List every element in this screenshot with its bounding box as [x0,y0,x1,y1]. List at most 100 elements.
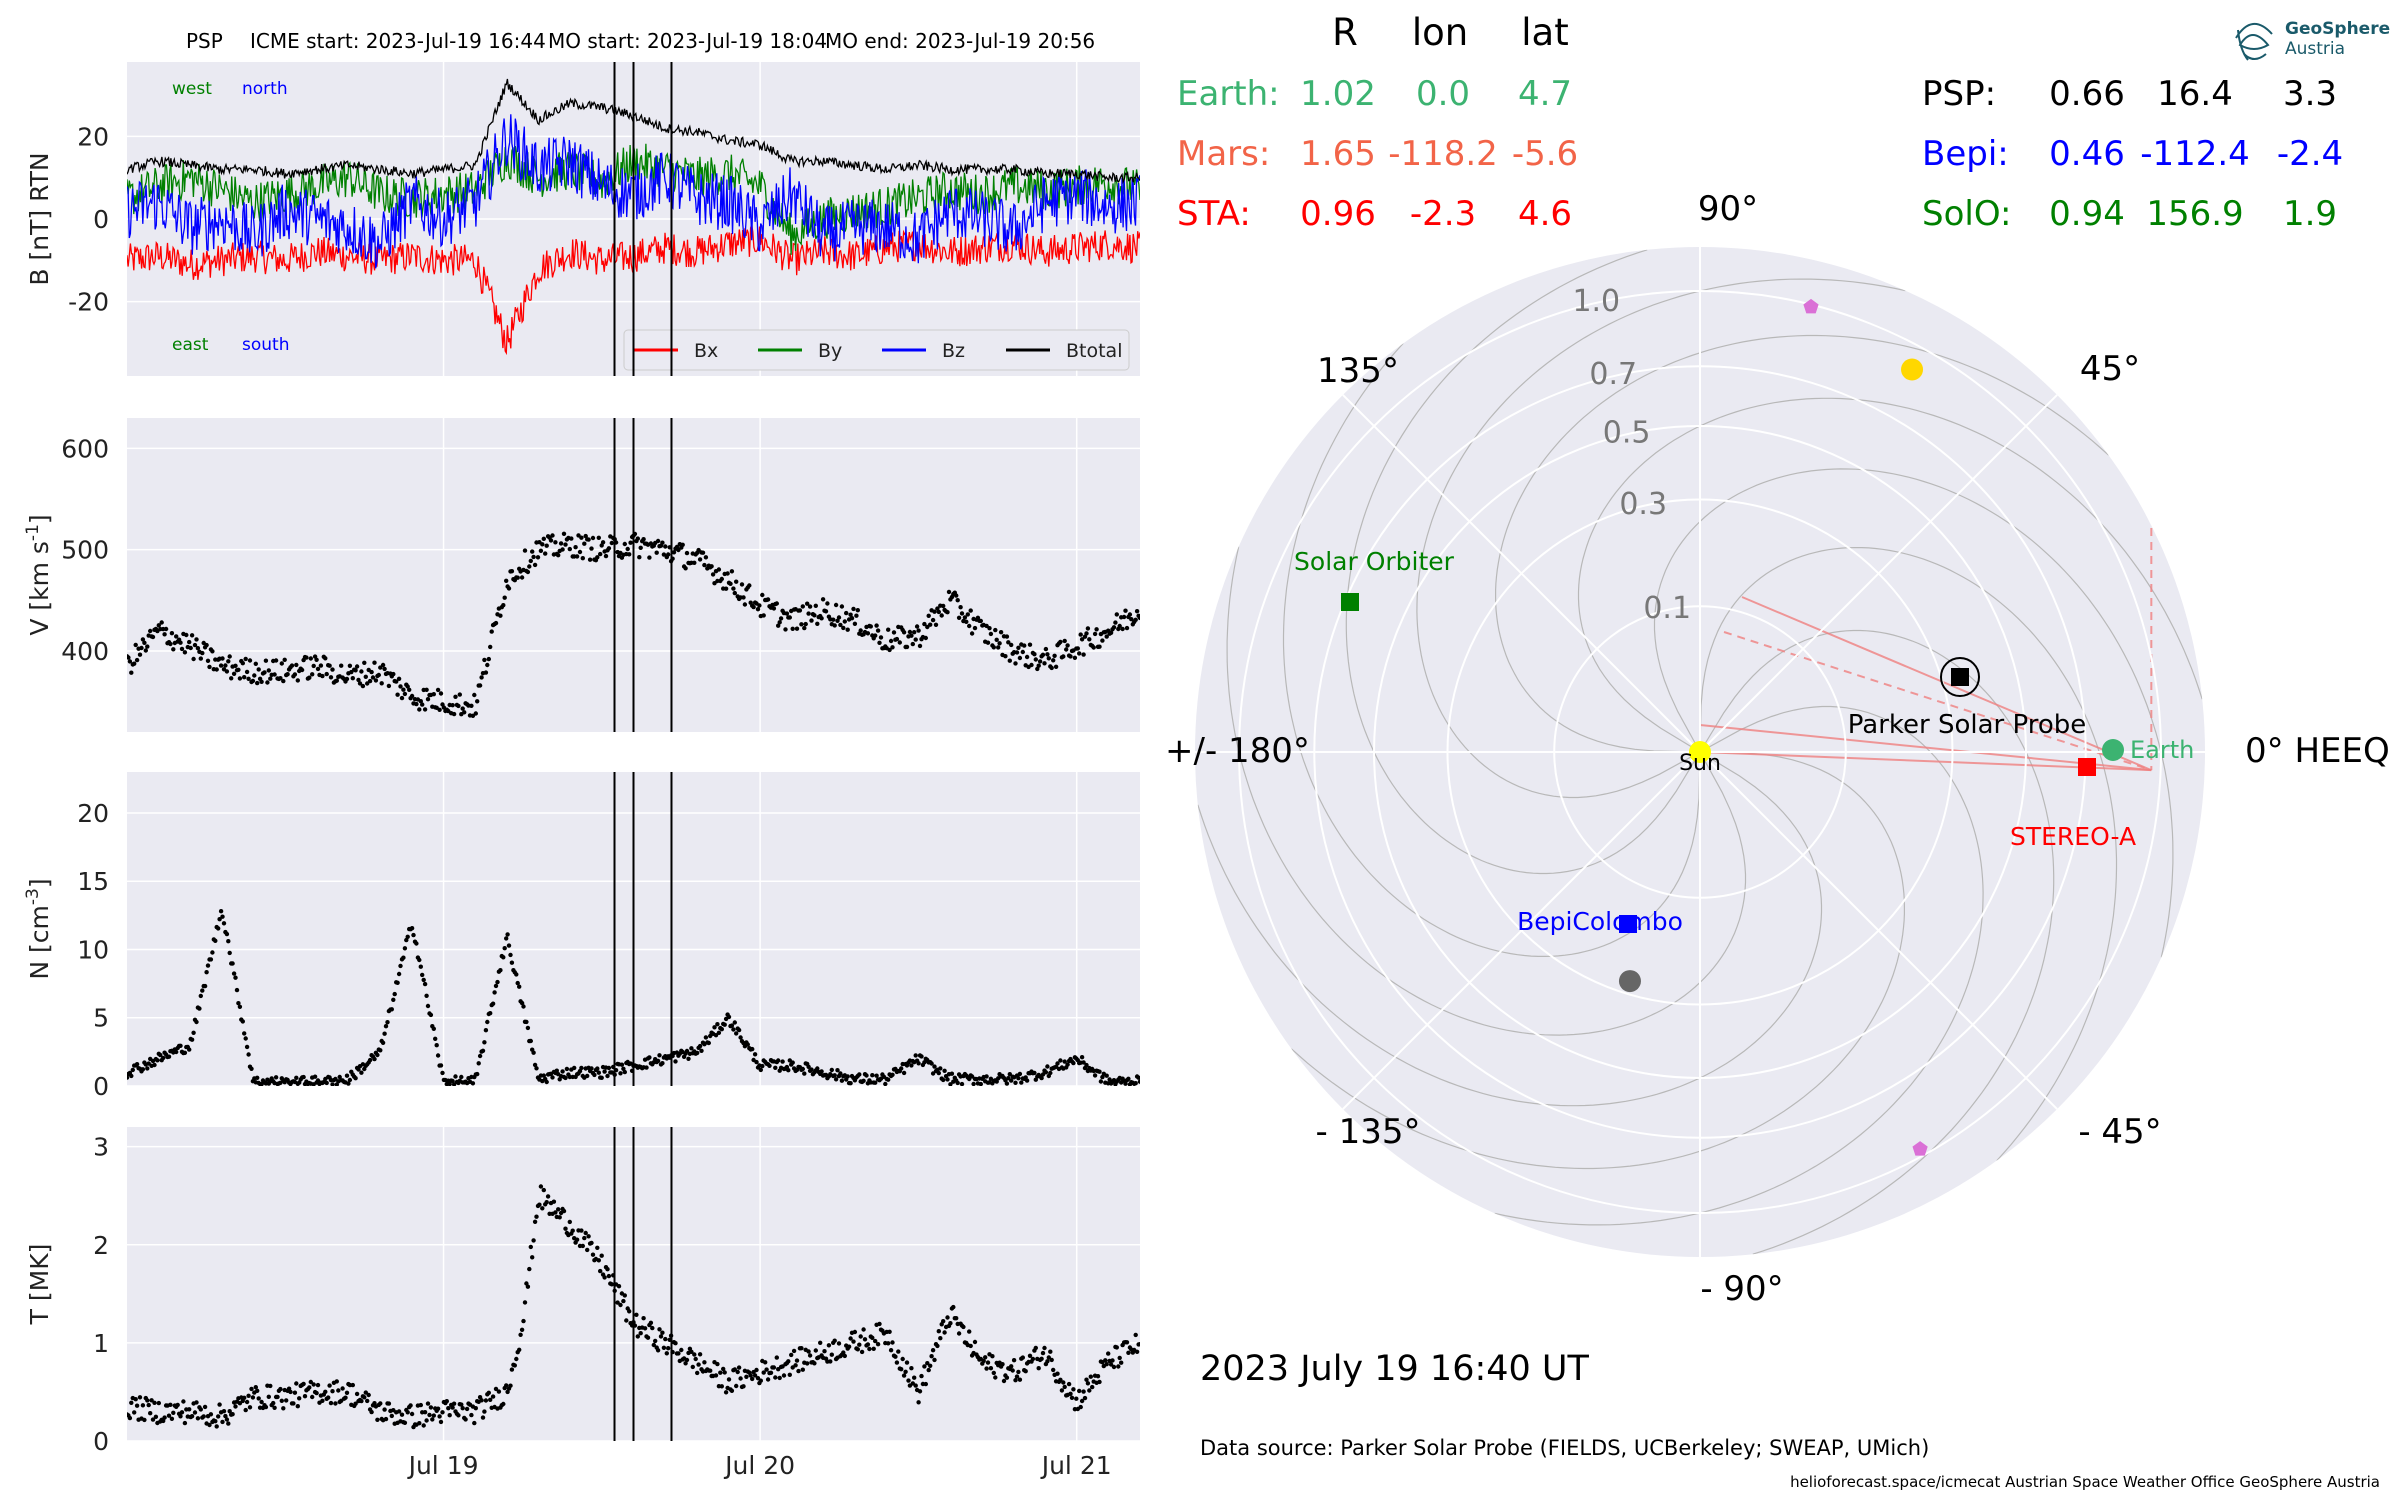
data-point [395,692,400,697]
data-point [492,990,497,995]
data-point [295,678,300,683]
table-cell-r: 0.46 [2049,134,2125,174]
data-point [679,1347,684,1353]
data-point [1103,1358,1108,1363]
data-point [865,631,871,636]
data-point [194,1019,199,1025]
data-point [603,553,609,559]
data-point [987,626,992,631]
data-point [663,544,668,549]
date-text: 2023 July 19 16:40 UT [1200,1349,1590,1389]
data-point [243,1036,248,1041]
data-point [457,692,462,697]
data-point [1082,1395,1088,1401]
data-point [1010,1368,1015,1373]
data-point [615,1300,620,1305]
y-axis-label: N [cm-3] [23,878,54,979]
data-point [904,644,910,650]
data-point [580,1243,585,1249]
data-point [234,987,240,993]
data-point [616,1284,622,1289]
angular-gridline [1342,751,1701,1110]
data-point [189,633,195,638]
data-point [550,533,555,538]
data-point [1071,1387,1076,1392]
data-point [865,1342,871,1347]
data-point [1055,1061,1060,1066]
data-point [1000,1362,1005,1367]
data-point [1137,1342,1140,1347]
data-point [1003,654,1008,659]
data-point [477,1053,483,1059]
data-point [451,711,457,717]
data-point [181,1399,186,1404]
data-point [398,963,403,969]
data-point [488,644,493,650]
data-point [932,1357,937,1363]
data-point [851,1339,856,1344]
data-point [689,1349,694,1355]
data-point [133,642,138,648]
data-point [422,1410,428,1415]
data-point [765,597,771,602]
data-point [233,975,238,980]
data-point [763,1360,768,1365]
data-point [158,1052,163,1058]
data-point [1126,1076,1131,1082]
data-point [451,1401,457,1406]
table-cell-lon: 0.0 [1416,74,1470,114]
data-point [522,548,528,553]
data-point [786,1068,791,1073]
data-point [1079,1398,1085,1404]
data-point [702,1360,707,1365]
data-point [622,541,627,547]
data-point [130,1067,135,1073]
data-point [1069,1395,1075,1401]
data-point [883,1081,888,1086]
angle-label: 90° [1698,189,1758,229]
data-point [709,564,714,569]
data-point [666,1346,671,1351]
data-point [956,1331,962,1336]
data-point [1068,654,1073,659]
data-point [732,1020,737,1025]
data-point [1126,1350,1131,1356]
table-row-name: SolO: [1922,194,2011,234]
data-point [504,1383,509,1388]
data-point [1027,642,1033,647]
data-point [752,1373,758,1378]
data-point [993,627,998,633]
data-point [557,1215,562,1220]
data-point [1079,1055,1085,1060]
data-point [818,1340,823,1346]
table-cell-lat: 1.9 [2283,194,2337,234]
psp-ring [1940,657,1980,697]
data-point [802,1071,807,1076]
data-point [405,1410,410,1415]
data-point [776,623,781,628]
data-point [997,641,1002,646]
data-point [1062,1059,1067,1064]
data-point [479,1398,484,1403]
data-point [563,1075,568,1081]
data-point [527,1266,532,1272]
data-point [833,1077,839,1082]
data-point [302,1394,308,1399]
data-point [809,618,814,623]
angle-label: 45° [2080,349,2140,389]
data-point [340,1386,345,1391]
data-point [380,1040,386,1046]
table-cell-lon: 156.9 [2146,194,2243,234]
data-point [250,1395,256,1400]
y-tick-label: 3 [93,1133,109,1162]
data-point [945,610,950,615]
data-point [268,1383,273,1389]
data-point [875,1342,881,1347]
y-tick-label: 500 [61,536,109,565]
data-point [959,611,965,616]
data-point [1134,609,1140,614]
data-point [1123,608,1128,613]
data-point [153,1414,159,1420]
data-point [161,1418,166,1424]
